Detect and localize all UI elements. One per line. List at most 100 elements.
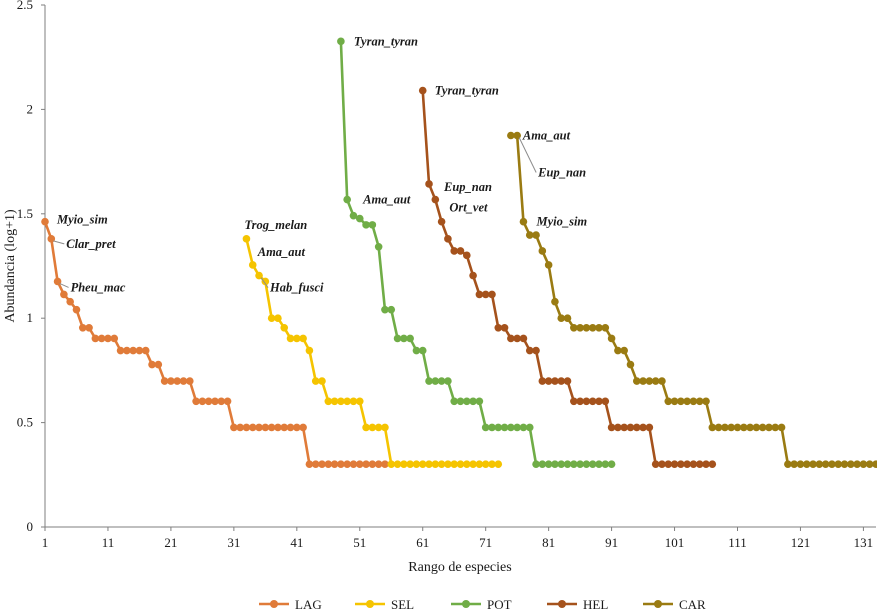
point-pot: [538, 460, 547, 468]
point-hel: [507, 334, 515, 343]
annotation-label: Myio_sim: [535, 215, 587, 229]
point-sel: [349, 397, 358, 406]
point-hel: [626, 423, 635, 432]
point-car: [695, 397, 704, 406]
legend-label-sel: SEL: [391, 597, 414, 610]
annotation-label: Ort_vet: [449, 201, 488, 215]
point-lag: [217, 397, 226, 406]
point-lag: [286, 423, 295, 432]
axes: 00.511.522.51 11 21 31 41 51 61 71 81 91 101 111 121…: [3, 0, 876, 575]
point-sel: [456, 460, 465, 468]
point-lag: [198, 397, 207, 406]
point-car: [777, 423, 786, 432]
point-lag: [167, 377, 175, 385]
point-pot: [532, 460, 540, 468]
point-pot: [544, 460, 553, 468]
point-lag: [179, 377, 188, 385]
point-sel: [343, 397, 351, 406]
point-car: [796, 460, 805, 468]
point-lag: [318, 460, 326, 468]
point-hel: [431, 195, 440, 204]
point-sel: [311, 377, 320, 385]
point-sel: [293, 334, 301, 343]
point-car: [595, 324, 603, 332]
point-car: [670, 397, 679, 406]
point-car: [513, 131, 521, 140]
point-hel: [614, 423, 622, 432]
point-lag: [154, 360, 163, 369]
point-hel: [645, 423, 654, 432]
point-pot: [576, 460, 584, 468]
point-car: [620, 346, 628, 355]
point-sel: [274, 314, 282, 323]
point-car: [721, 423, 729, 432]
point-car: [702, 397, 710, 406]
point-pot: [475, 397, 484, 406]
point-sel: [280, 324, 289, 332]
point-lag: [116, 346, 125, 355]
legend-marker-sel: [366, 600, 374, 608]
point-hel: [557, 377, 566, 385]
point-pot: [582, 460, 591, 468]
point-pot: [494, 423, 503, 432]
point-pot: [570, 460, 578, 468]
x-tick-label: 41: [290, 535, 303, 550]
annotation-label: Ama_aut: [257, 245, 306, 259]
point-pot: [374, 242, 383, 251]
point-car: [746, 423, 754, 432]
point-car: [802, 460, 811, 468]
point-lag: [261, 423, 270, 432]
point-sel: [261, 277, 270, 286]
x-tick-label: 111: [728, 535, 747, 550]
point-hel: [570, 397, 578, 406]
point-hel: [683, 460, 691, 468]
legend-label-car: CAR: [679, 597, 706, 610]
point-car: [639, 377, 647, 385]
point-sel: [330, 397, 339, 406]
point-hel: [544, 377, 553, 385]
y-tick-label: 0: [27, 519, 34, 534]
point-sel: [318, 377, 326, 385]
point-car: [651, 377, 660, 385]
point-car: [582, 324, 591, 332]
point-lag: [211, 397, 219, 406]
point-car: [708, 423, 717, 432]
point-lag: [110, 334, 119, 343]
point-hel: [494, 324, 503, 332]
point-lag: [293, 423, 301, 432]
point-hel: [488, 290, 496, 299]
point-car: [727, 423, 735, 432]
point-lag: [381, 460, 389, 468]
legend-label-pot: POT: [487, 597, 512, 610]
x-tick-label: 121: [791, 535, 811, 550]
point-sel: [412, 460, 421, 468]
point-hel: [532, 346, 540, 355]
point-lag: [78, 324, 87, 332]
point-car: [872, 460, 877, 468]
point-hel: [475, 290, 484, 299]
point-pot: [595, 460, 603, 468]
point-sel: [255, 271, 263, 280]
point-car: [683, 397, 691, 406]
point-lag: [349, 460, 358, 468]
point-pot: [362, 221, 370, 229]
point-lag: [53, 277, 62, 286]
point-pot: [450, 397, 459, 406]
point-car: [626, 360, 635, 369]
annotation-label: Tyran_tyran: [435, 84, 499, 98]
point-car: [740, 423, 748, 432]
annotation-label: Ama_aut: [362, 193, 411, 207]
point-lag: [135, 346, 144, 355]
point-pot: [456, 397, 465, 406]
point-car: [632, 377, 641, 385]
point-car: [828, 460, 836, 468]
point-lag: [362, 460, 370, 468]
point-car: [570, 324, 578, 332]
point-pot: [406, 334, 414, 343]
point-lag: [97, 334, 106, 343]
point-hel: [708, 460, 717, 468]
point-hel: [525, 346, 534, 355]
point-pot: [444, 377, 452, 385]
point-pot: [481, 423, 490, 432]
point-car: [607, 334, 616, 343]
